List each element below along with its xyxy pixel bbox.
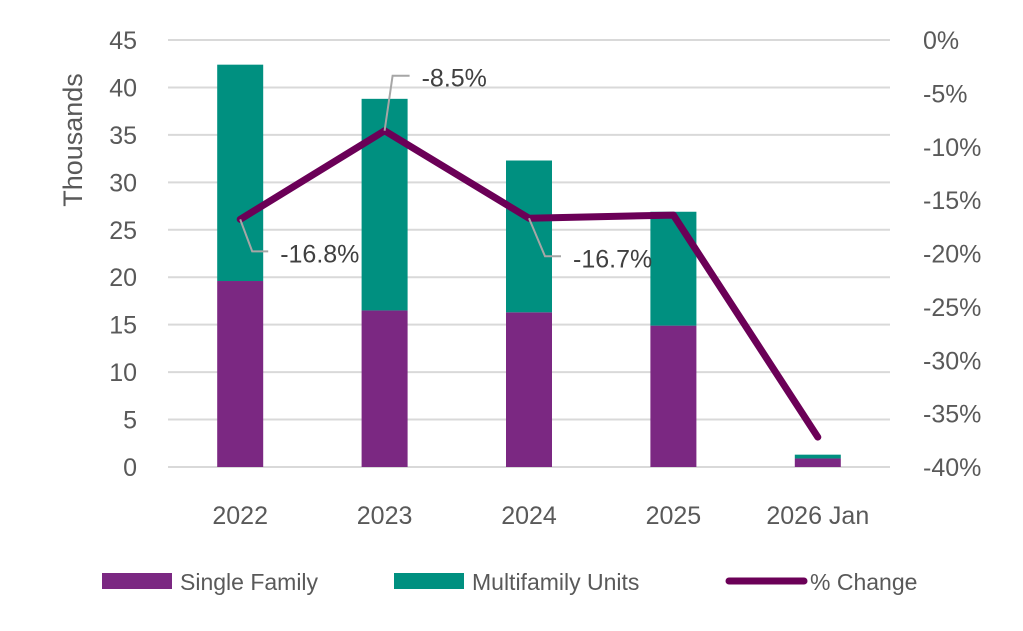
data-label: -16.7% [573, 245, 652, 273]
legend-swatch [102, 573, 172, 589]
left-axis-ticks: 0 5 10 15 20 25 30 35 40 45 [109, 27, 137, 482]
bar-single-family [506, 312, 552, 467]
right-axis-tick-label: -40% [923, 454, 981, 482]
legend-single-family: Single Family [102, 569, 319, 595]
x-axis-tick-label: 2023 [357, 502, 413, 530]
x-axis-tick-label: 2024 [501, 502, 557, 530]
bar-single-family [650, 325, 697, 467]
left-axis-tick-label: 10 [109, 359, 137, 387]
left-axis-tick-label: 15 [109, 312, 137, 340]
right-axis-tick-label: -5% [923, 80, 967, 108]
left-axis-tick-label: 40 [109, 74, 137, 102]
data-label: -8.5% [422, 65, 487, 93]
x-axis-tick-label: 2022 [212, 502, 268, 530]
left-axis-tick-label: 25 [109, 217, 137, 245]
x-axis-ticks: 2022 2023 2024 2025 2026 Jan [212, 502, 869, 530]
data-label-leader-line [239, 218, 269, 253]
data-label-leader-line [383, 74, 410, 131]
left-axis-tick-label: 45 [109, 27, 137, 55]
bars [217, 64, 841, 467]
bar-multifamily-units [506, 160, 552, 313]
right-axis-tick-label: -20% [923, 241, 981, 269]
right-axis-tick-label: -35% [923, 401, 981, 429]
bar-single-family [217, 281, 264, 467]
left-axis-tick-label: 30 [109, 169, 137, 197]
legend: Single Family Multifamily Units % Change [102, 569, 917, 595]
right-axis-tick-label: -15% [923, 187, 981, 215]
left-axis-tick-label: 35 [109, 122, 137, 150]
data-labels: -16.8% -8.5% -16.7% [239, 65, 652, 273]
left-axis-tick-label: 20 [109, 264, 137, 292]
legend-percent-change: % Change [725, 569, 917, 595]
right-axis-ticks: 0% -5% -10% -15% -20% -25% -30% -35% -40% [923, 27, 981, 482]
bar-single-family [794, 458, 841, 467]
legend-label: % Change [810, 569, 917, 595]
legend-label: Single Family [180, 569, 319, 595]
left-axis-tick-label: 5 [123, 407, 137, 435]
bar-multifamily-units [794, 454, 841, 459]
right-axis-tick-label: -30% [923, 347, 981, 375]
legend-label: Multifamily Units [472, 569, 639, 595]
data-label-leader-line [528, 217, 561, 258]
x-axis-tick-label: 2026 Jan [766, 502, 869, 530]
legend-multifamily-units: Multifamily Units [394, 569, 639, 595]
legend-swatch [394, 573, 464, 589]
right-axis-tick-label: 0% [923, 27, 959, 55]
right-axis-tick-label: -25% [923, 294, 981, 322]
data-label: -16.8% [280, 240, 359, 268]
left-axis-title: Thousands [58, 73, 88, 207]
bar-multifamily-units [650, 211, 697, 326]
right-axis-tick-label: -10% [923, 134, 981, 162]
x-axis-tick-label: 2025 [646, 502, 702, 530]
bar-multifamily-units [217, 64, 264, 282]
bar-single-family [361, 310, 408, 467]
left-axis-tick-label: 0 [123, 454, 137, 482]
